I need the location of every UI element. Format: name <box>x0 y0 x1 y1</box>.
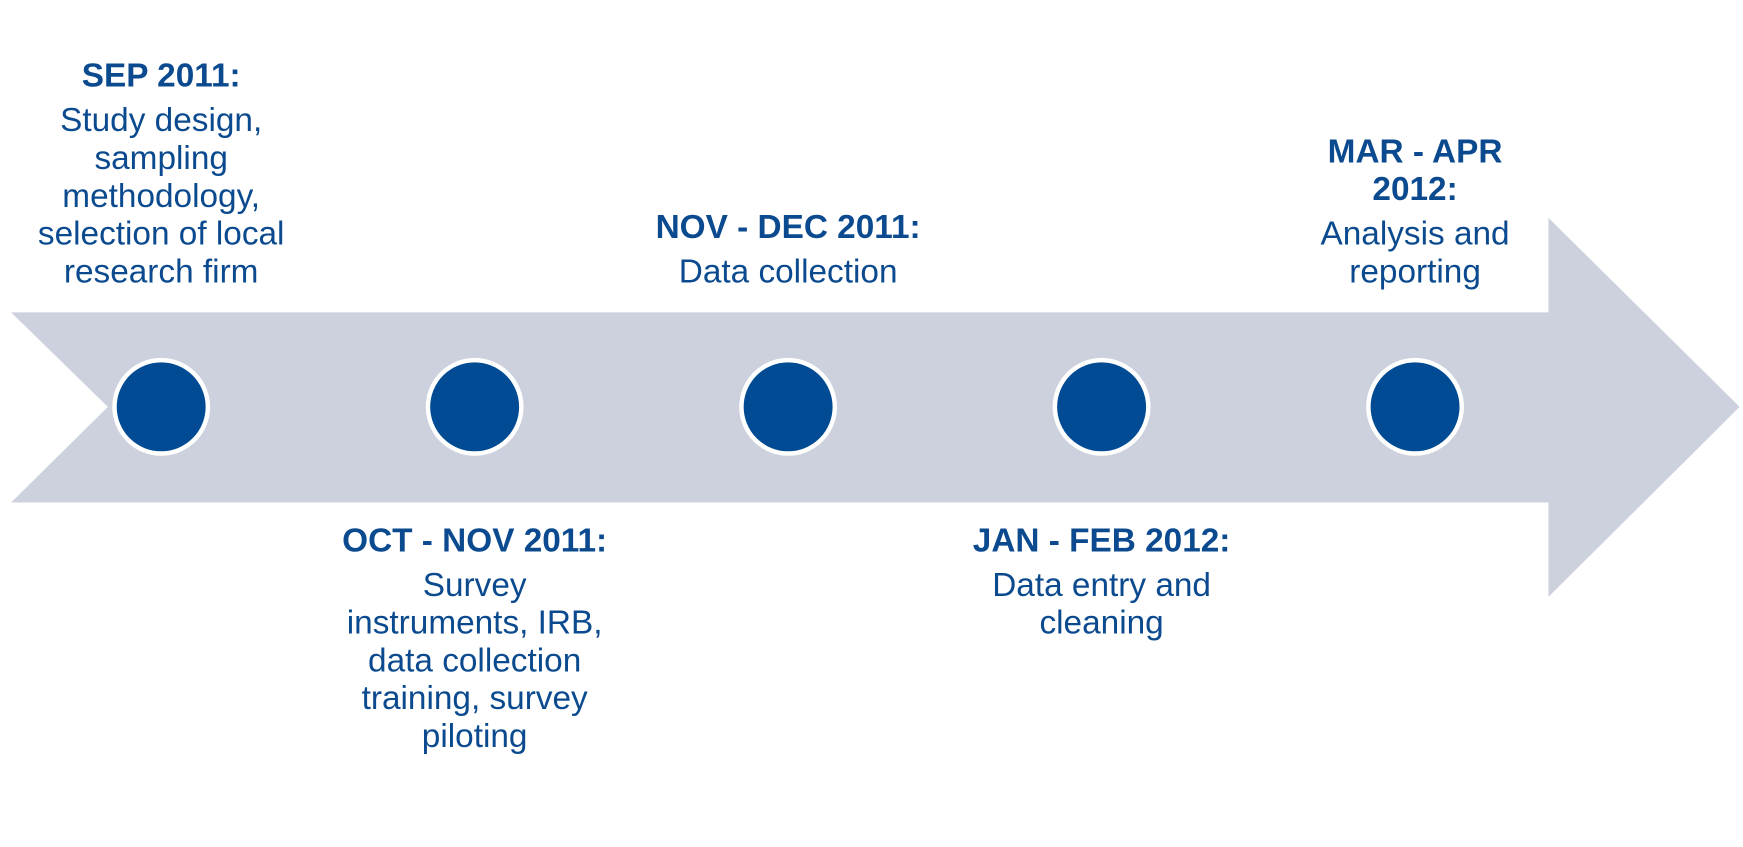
milestone-dot <box>112 357 211 456</box>
milestone-text: Analysis and reporting <box>1320 215 1510 291</box>
milestone-text: Data collection <box>678 253 898 291</box>
milestone-date: NOV - DEC 2011: <box>655 208 921 246</box>
milestones <box>112 357 1464 456</box>
milestone-dot <box>1366 357 1464 456</box>
milestone-dot <box>425 357 524 456</box>
milestone-dot <box>1052 357 1151 456</box>
milestone-label: MAR - APR 2012: Analysis and reporting <box>1282 133 1549 291</box>
milestone-text: Survey instruments, IRB, data collection… <box>346 566 603 755</box>
milestone-date: SEP 2011: <box>81 57 241 95</box>
milestone-date: MAR - APR 2012: <box>1327 133 1503 208</box>
milestone-dot <box>739 357 838 456</box>
milestone-date: JAN - FEB 2012: <box>972 522 1231 560</box>
arrow <box>11 217 1740 597</box>
milestone-label: NOV - DEC 2011: Data collection <box>655 209 922 291</box>
milestone-date: OCT - NOV 2011: <box>342 522 608 560</box>
milestone-text: Data entry and cleaning <box>992 566 1211 642</box>
milestone-label: OCT - NOV 2011: Survey instruments, IRB, … <box>341 522 608 755</box>
milestone-label: JAN - FEB 2012: Data entry and cleaning <box>968 522 1235 642</box>
milestone-label: SEP 2011: Study design, sampling methodol… <box>28 58 295 291</box>
milestone-text: Study design, sampling methodology, sele… <box>37 102 285 291</box>
